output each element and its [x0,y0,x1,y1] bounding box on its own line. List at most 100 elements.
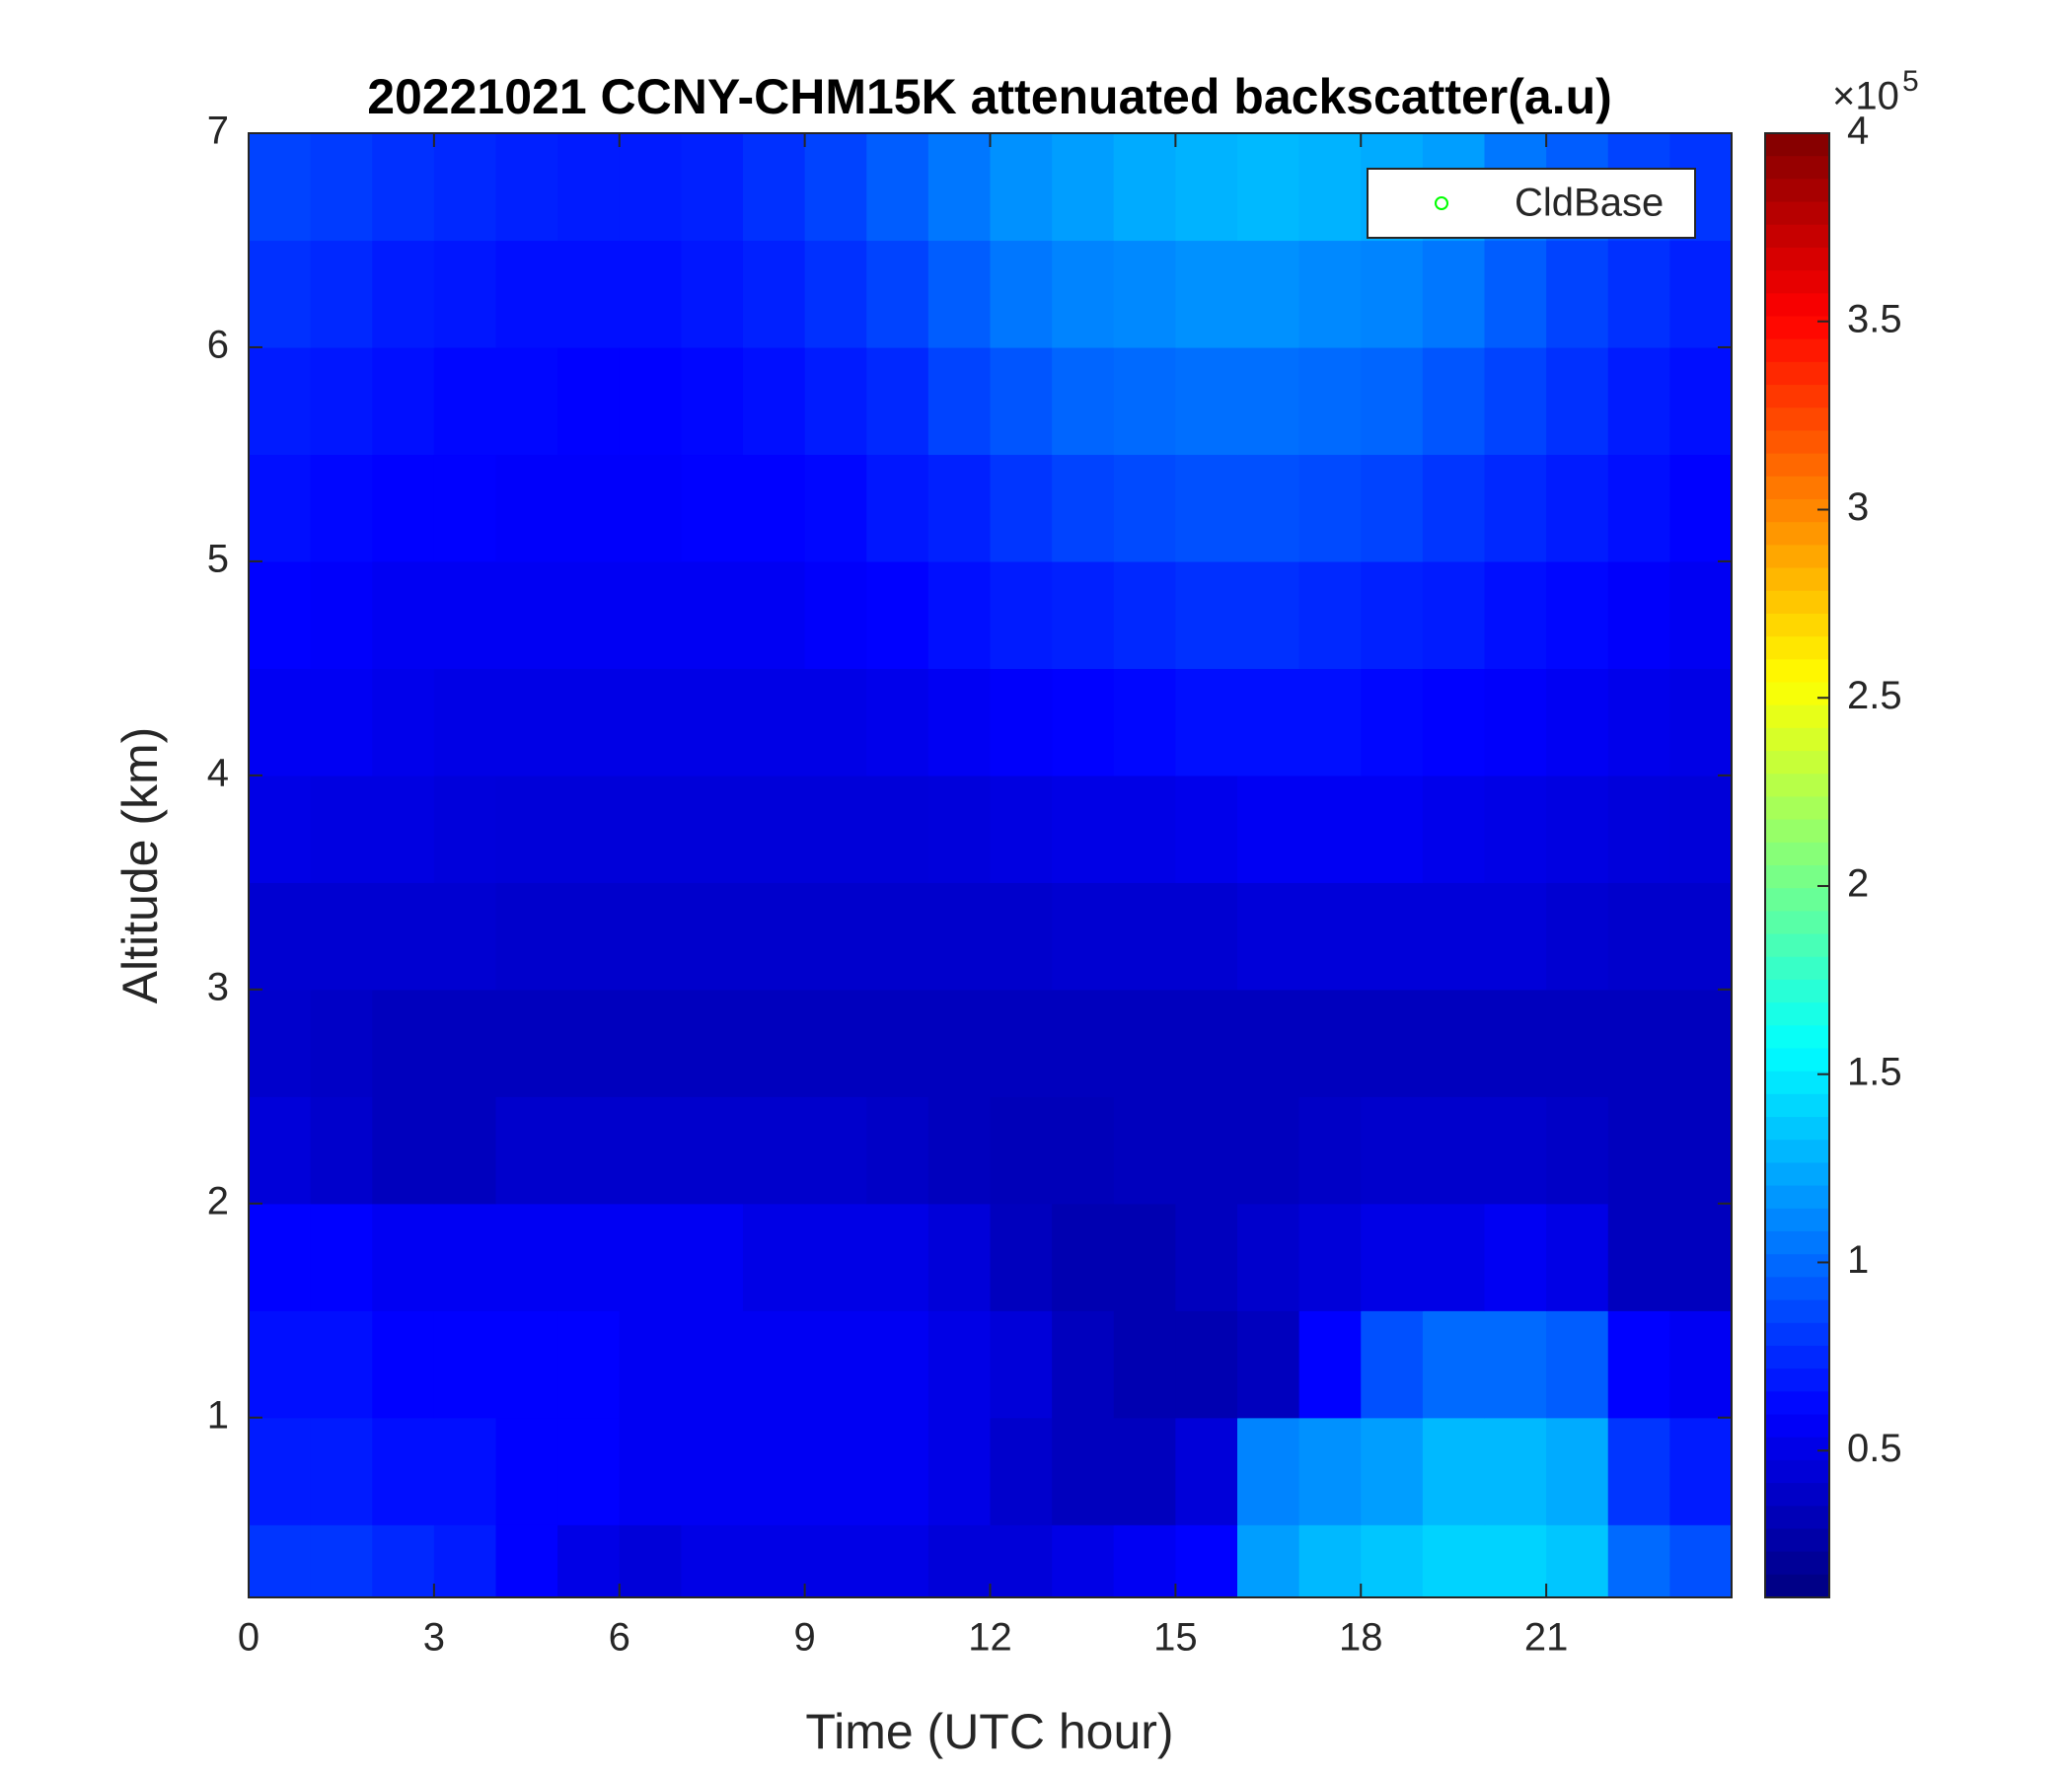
heatmap-cell [1607,989,1670,1097]
x-tick-label: 9 [794,1616,816,1660]
heatmap-cell [557,454,621,562]
colorbar-band [1765,1071,1829,1095]
heatmap-cell [804,240,867,348]
x-axis-label: Time (UTC hour) [805,1704,1173,1759]
heatmap-cell [927,1310,992,1419]
heatmap-cell [495,1417,558,1525]
heatmap-cell [1237,133,1300,242]
heatmap-cell [1546,240,1609,348]
colorbar-tick-label: 2.5 [1847,674,1902,717]
heatmap-cell [990,1524,1053,1597]
heatmap-cell [1422,882,1486,991]
heatmap-cell [1175,133,1238,242]
heatmap-cell [1237,668,1300,777]
colorbar-exponent: 5 [1902,65,1919,98]
colorbar-band [1765,1574,1829,1598]
heatmap-cell [927,989,992,1097]
heatmap-cell [1052,454,1115,562]
heatmap-cell [1175,454,1238,562]
heatmap-cell [743,560,806,669]
heatmap-cell [927,1203,992,1311]
colorbar-band [1765,1528,1829,1553]
heatmap-cell [990,240,1053,348]
y-tick-label: 7 [207,110,229,153]
heatmap-cell [1546,668,1609,777]
heatmap-cell [249,1203,312,1311]
heatmap-cell [681,133,744,242]
heatmap-cell [557,1417,621,1525]
colorbar-band [1765,1162,1829,1187]
colorbar-band [1765,179,1829,203]
heatmap-cell [1607,1310,1670,1419]
colorbar-tick-label: 1 [1847,1238,1869,1282]
heatmap-cell [1298,454,1362,562]
heatmap-cell [557,240,621,348]
heatmap-cell [310,1310,373,1419]
heatmap-cell [1361,1524,1424,1597]
heatmap-cell [990,454,1053,562]
colorbar-tick-label: 0.5 [1847,1427,1902,1470]
heatmap-cell [1546,1417,1609,1525]
heatmap-cell [1669,1203,1732,1311]
heatmap-cell [1113,989,1176,1097]
colorbar-band [1765,727,1829,752]
heatmap-cell [433,560,497,669]
heatmap-cell [310,240,373,348]
heatmap-cell [1607,1524,1670,1597]
heatmap-cell [1361,346,1424,456]
colorbar-band [1765,1483,1829,1507]
heatmap-cell [743,775,806,883]
heatmap-cell [1484,240,1547,348]
heatmap-cell [743,1417,806,1525]
heatmap-cell [619,346,682,456]
heatmap-cell [866,240,929,348]
heatmap-cell [1052,346,1115,456]
heatmap-cell [1052,1203,1115,1311]
colorbar-band [1765,659,1829,684]
heatmap-cell [1298,346,1362,456]
heatmap-cell [557,133,621,242]
colorbar-band [1765,133,1829,157]
heatmap-cell [249,882,312,991]
heatmap-cell [1607,882,1670,991]
colorbar-tick-label: 3 [1847,485,1869,529]
heatmap-cell [990,133,1053,242]
colorbar-band [1765,567,1829,592]
heatmap-cell [1669,454,1732,562]
heatmap-cell [1484,1310,1547,1419]
heatmap-cell [372,560,435,669]
x-tick-label: 3 [423,1616,445,1660]
heatmap-cell [372,1310,435,1419]
heatmap-cell [1546,1203,1609,1311]
heatmap-cell [1669,989,1732,1097]
heatmap-cell [1607,775,1670,883]
heatmap-cell [557,989,621,1097]
heatmap-cell [1237,989,1300,1097]
heatmap-cell [804,346,867,456]
heatmap-cell [1422,1417,1486,1525]
heatmap-cell [1052,1310,1115,1419]
colorbar-band [1765,453,1829,478]
heatmap-cell [310,1417,373,1525]
heatmap-cell [1669,1310,1732,1419]
heatmap-cell [495,775,558,883]
heatmap-cell [1298,882,1362,991]
heatmap-cell [1237,560,1300,669]
heatmap-cell [310,1524,373,1597]
heatmap-cell [310,346,373,456]
heatmap-cell [1113,1096,1176,1205]
heatmap-cell [681,240,744,348]
heatmap-cell [1113,346,1176,456]
heatmap-cell [681,454,744,562]
heatmap-cell [681,775,744,883]
heatmap-cell [1175,1310,1238,1419]
heatmap-cell [1175,1203,1238,1311]
y-axis-label: Altitude (km) [112,727,168,1004]
heatmap-cell [927,882,992,991]
colorbar-band [1765,1025,1829,1050]
y-tick-label: 3 [207,965,229,1008]
heatmap-cell [1546,454,1609,562]
heatmap-cell [249,775,312,883]
heatmap-cell [249,240,312,348]
heatmap-cell [249,454,312,562]
